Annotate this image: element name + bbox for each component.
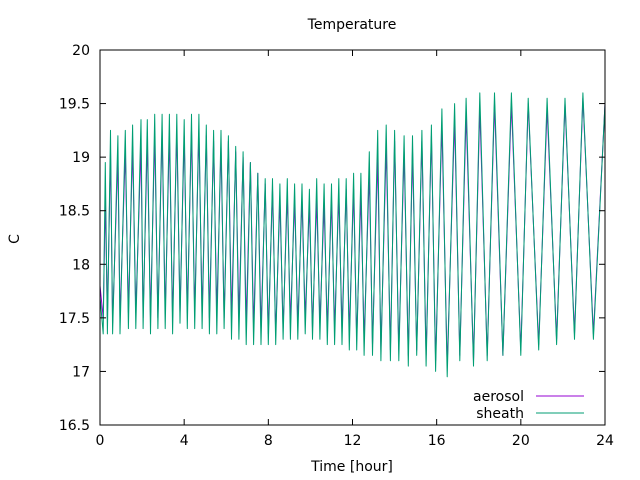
series-layer xyxy=(99,92,606,378)
y-tick-label: 17 xyxy=(72,364,90,380)
x-tick-label: 8 xyxy=(264,433,273,449)
y-tick-label: 18 xyxy=(72,257,90,273)
y-tick-label: 19 xyxy=(72,150,90,166)
chart-title: Temperature xyxy=(307,17,397,33)
plot-frame xyxy=(99,49,606,426)
y-tick-label: 16.5 xyxy=(59,418,90,434)
x-tick-label: 24 xyxy=(596,433,614,449)
x-tick-label: 12 xyxy=(344,433,362,449)
x-tick-label: 4 xyxy=(180,433,189,449)
y-tick-label: 20 xyxy=(72,43,90,59)
ticks-layer: 0 4 8 12 16 20 24 16.5 17 17.5 18 18.5 19 19.5 20 xyxy=(59,43,614,449)
x-tick-label: 16 xyxy=(428,433,446,449)
x-axis-title: Time [hour] xyxy=(310,459,393,475)
legend-label-aerosol: aerosol xyxy=(473,389,524,405)
x-tick-label: 20 xyxy=(512,433,530,449)
y-tick-label: 18.5 xyxy=(59,204,90,220)
y-tick-label: 19.5 xyxy=(59,97,90,113)
x-tick-label: 0 xyxy=(96,433,105,449)
y-tick-label: 17.5 xyxy=(59,311,90,327)
series-line-sheath xyxy=(99,92,606,378)
legend-label-sheath: sheath xyxy=(476,406,524,422)
y-axis-title: C xyxy=(7,234,23,244)
